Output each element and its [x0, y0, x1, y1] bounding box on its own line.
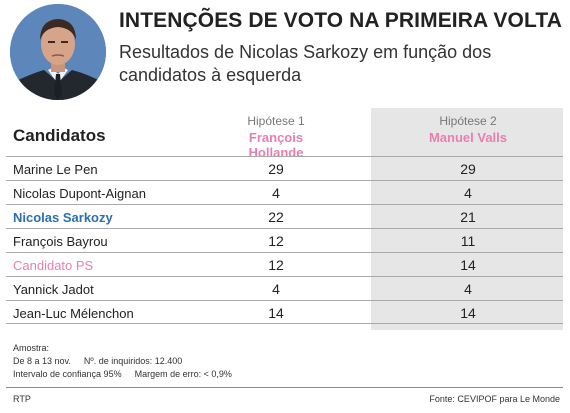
hypothesis-1-value: 14 [268, 305, 284, 321]
hypothesis-1-value: 4 [272, 185, 280, 201]
candidate-name: Marine Le Pen [13, 162, 98, 177]
notes-dates: De 8 a 13 nov. [13, 356, 71, 366]
hypothesis-1-value: 4 [272, 281, 280, 297]
row-header-label: Candidatos [13, 126, 106, 145]
table-row: Candidato PS 12 14 [6, 252, 563, 276]
hypothesis-label: Hipótese 1 [247, 114, 305, 128]
notes-respondents: Nº. de inquiridos: 12.400 [83, 356, 183, 366]
footer-divider [6, 387, 563, 388]
hypothesis-2-value: 4 [464, 281, 472, 297]
hypothesis-2-value: 11 [460, 233, 476, 249]
column-header-hypothesis-1: Hipótese 1 François Hollande [226, 114, 326, 160]
sample-notes: Amostra: De 8 a 13 nov. Nº. de inquirido… [13, 342, 232, 381]
footer-credit: RTP [13, 394, 31, 404]
notes-label: Amostra: [13, 343, 50, 353]
chart-subtitle: Resultados de Nicolas Sarkozy em função … [119, 42, 492, 85]
hypothesis-2-column-shade [371, 108, 563, 330]
table-body: Marine Le Pen 29 29 Nicolas Dupont-Aignan 4 4… [6, 156, 563, 324]
candidate-name: François Bayrou [13, 234, 108, 249]
results-table: Candidatos Hipótese 1 François Hollande … [0, 104, 570, 330]
table-row: Jean-Luc Mélenchon 14 14 [6, 300, 563, 324]
table-row: Nicolas Sarkozy 22 21 [6, 204, 563, 228]
hypothesis-label: Hipótese 2 [439, 114, 497, 128]
hypothesis-1-value: 29 [268, 161, 284, 177]
header: INTENÇÕES DE VOTO NA PRIMEIRA VOLTA Resu… [0, 0, 570, 104]
notes-margin: Margem de erro: < 0,9% [134, 369, 232, 379]
table-row: François Bayrou 12 11 [6, 228, 563, 252]
footer-source: Fonte: CEVIPOF para Le Monde [429, 394, 560, 404]
hypothesis-candidate: Manuel Valls [428, 130, 508, 145]
candidate-name: Candidato PS [13, 258, 94, 273]
table-row: Nicolas Dupont-Aignan 4 4 [6, 180, 563, 204]
hypothesis-2-value: 14 [460, 305, 476, 321]
chart-title: INTENÇÕES DE VOTO NA PRIMEIRA VOLTA [119, 9, 562, 32]
hypothesis-1-value: 12 [268, 233, 284, 249]
hypothesis-2-value: 21 [460, 209, 476, 225]
hypothesis-2-value: 29 [460, 161, 476, 177]
candidate-name: Yannick Jadot [13, 282, 94, 297]
column-header-hypothesis-2: Hipótese 2 Manuel Valls [418, 114, 518, 145]
hypothesis-2-value: 4 [464, 185, 472, 201]
notes-confidence: Intervalo de confiança 95% [13, 369, 122, 379]
portrait-photo [10, 4, 106, 100]
candidate-name: Nicolas Sarkozy [13, 210, 113, 225]
table-row: Marine Le Pen 29 29 [6, 156, 563, 180]
candidate-name: Jean-Luc Mélenchon [13, 306, 134, 321]
table-row: Yannick Jadot 4 4 [6, 276, 563, 300]
hypothesis-1-value: 22 [268, 209, 284, 225]
candidate-name: Nicolas Dupont-Aignan [13, 186, 146, 201]
hypothesis-1-value: 12 [268, 257, 284, 273]
hypothesis-2-value: 14 [460, 257, 476, 273]
